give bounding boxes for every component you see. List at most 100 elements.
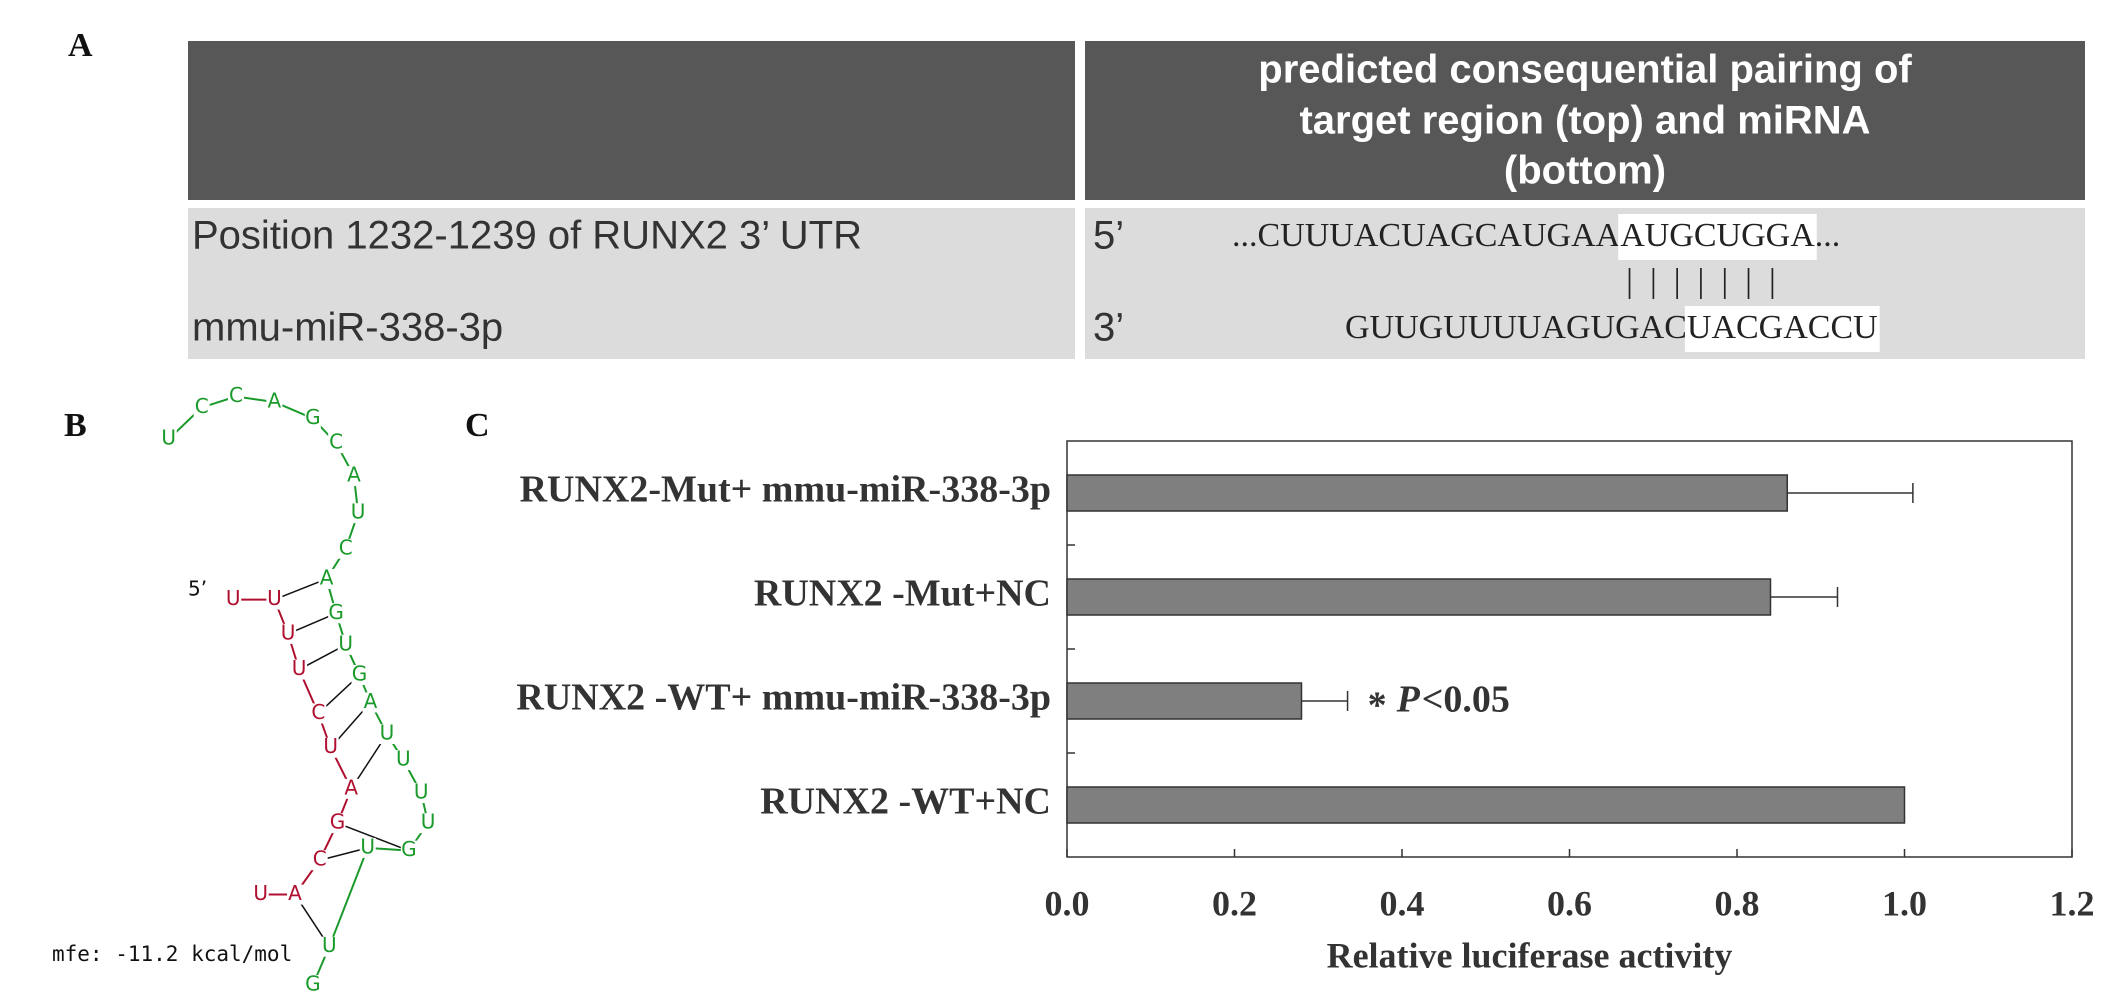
- nucleotide: A: [364, 689, 378, 713]
- nucleotide: G: [328, 600, 344, 624]
- base-pair: [319, 847, 368, 861]
- nucleotide: C: [195, 394, 209, 418]
- error-bar: [1770, 587, 1839, 607]
- nucleotide: A: [344, 775, 358, 799]
- table-cell: [1085, 208, 2085, 359]
- nucleotide: U: [161, 426, 176, 450]
- seed-highlight: [1684, 306, 1880, 352]
- nt-bg: [351, 665, 368, 686]
- sequence: ...: [1815, 217, 1841, 254]
- nt-bg: [328, 603, 345, 624]
- pairing-bars: |||||||: [1626, 263, 1793, 300]
- x-tick-label: 0.2: [1212, 883, 1257, 923]
- panel-label: C: [465, 407, 490, 444]
- nt-bg: [322, 737, 339, 758]
- nucleotide: A: [268, 388, 282, 412]
- nucleotide: A: [288, 881, 302, 905]
- bar: [1066, 786, 1906, 824]
- sequence: GUUGUUUUAGUGAC: [1345, 309, 1687, 346]
- nt-bg: [420, 813, 437, 834]
- nt-bg: [318, 568, 335, 589]
- nucleotide: U: [322, 933, 337, 957]
- nucleotide: A: [320, 565, 334, 589]
- table-cell: [188, 208, 1075, 359]
- table-header: (bottom): [1504, 149, 1666, 193]
- nt-bg: [286, 884, 303, 905]
- nucleotide: U: [323, 734, 338, 758]
- nucleotide: G: [401, 837, 417, 861]
- nt-bg: [337, 634, 354, 655]
- nt-bg: [413, 783, 430, 804]
- category-label: RUNX2 -WT+NC: [760, 781, 1051, 823]
- row-label: Position 1232-1239 of RUNX2 3’ UTR: [192, 214, 862, 258]
- nt-bg: [160, 429, 177, 450]
- x-tick-label: 0.4: [1380, 883, 1425, 923]
- nucleotide: U: [292, 656, 307, 680]
- nucleotide: U: [351, 500, 366, 524]
- nucleotide: U: [226, 586, 241, 610]
- nt-bg: [310, 703, 327, 724]
- nt-bg: [328, 433, 345, 454]
- base-pair: [274, 578, 327, 601]
- nucleotide: C: [339, 535, 353, 559]
- panel-label: B: [64, 407, 87, 444]
- nt-bg: [252, 884, 269, 905]
- nt-bg: [304, 975, 321, 996]
- nt-bg: [266, 391, 283, 412]
- nucleotide: C: [329, 430, 343, 454]
- nucleotide: G: [352, 662, 368, 686]
- nt-bg: [337, 538, 354, 559]
- nt-bg: [321, 936, 338, 957]
- nucleotide: U: [380, 721, 395, 745]
- nt-bg: [350, 503, 367, 524]
- nucleotide: G: [305, 972, 321, 996]
- table-header: predicted consequential pairing of: [1258, 48, 1912, 92]
- nucleotide: U: [253, 881, 268, 905]
- nt-bg: [225, 589, 242, 610]
- nt-bg: [400, 840, 417, 861]
- nt-bg: [227, 386, 244, 407]
- nt-bg: [266, 589, 283, 610]
- x-axis-title: Relative luciferase activity: [1327, 935, 1733, 975]
- panel-label: A: [68, 27, 93, 64]
- strand-end: 3’: [1093, 306, 1124, 350]
- table-header-cell: [188, 41, 1075, 200]
- nucleotide: G: [330, 810, 346, 834]
- bar: [1066, 474, 1788, 512]
- nucleotide: U: [338, 631, 353, 655]
- x-tick-label: 1.2: [2050, 883, 2095, 923]
- error-bar: [1787, 483, 1914, 503]
- nt-bg: [395, 750, 412, 771]
- annotation: <0.05: [1422, 679, 1510, 721]
- error-bar: [1301, 691, 1349, 711]
- nucleotide: U: [414, 780, 429, 804]
- seed-highlight: [1618, 214, 1817, 260]
- nucleotide: U: [267, 586, 282, 610]
- nt-bg: [304, 408, 321, 429]
- nt-bg: [359, 837, 376, 858]
- table-header: target region (top) and miRNA: [1299, 99, 1870, 143]
- sequence: ...CUUUACUAGCAUGAA: [1232, 217, 1621, 254]
- annotation: P: [1396, 679, 1421, 721]
- nucleotide: U: [360, 834, 375, 858]
- x-tick-label: 0.8: [1715, 883, 1760, 923]
- row-label: mmu-miR-338-3p: [192, 306, 503, 350]
- base-pair: [287, 612, 337, 635]
- nucleotide: U: [421, 810, 436, 834]
- sequence: UACGACCU: [1687, 309, 1878, 346]
- nt-bg: [280, 623, 297, 644]
- nt-bg: [329, 813, 346, 834]
- nucleotide: C: [313, 847, 327, 871]
- category-label: RUNX2-Mut+ mmu-miR-338-3p: [520, 469, 1051, 511]
- mfe-label: mfe: -11.2 kcal/mol: [52, 942, 292, 966]
- backbone: [168, 395, 430, 986]
- category-label: RUNX2 -WT+ mmu-miR-338-3p: [516, 677, 1051, 719]
- nt-bg: [345, 466, 362, 487]
- nt-bg: [193, 397, 210, 418]
- strand-end: 5’: [1093, 214, 1124, 258]
- nt-bg: [291, 659, 308, 680]
- nucleotide: A: [347, 463, 361, 487]
- nucleotide: C: [229, 383, 243, 407]
